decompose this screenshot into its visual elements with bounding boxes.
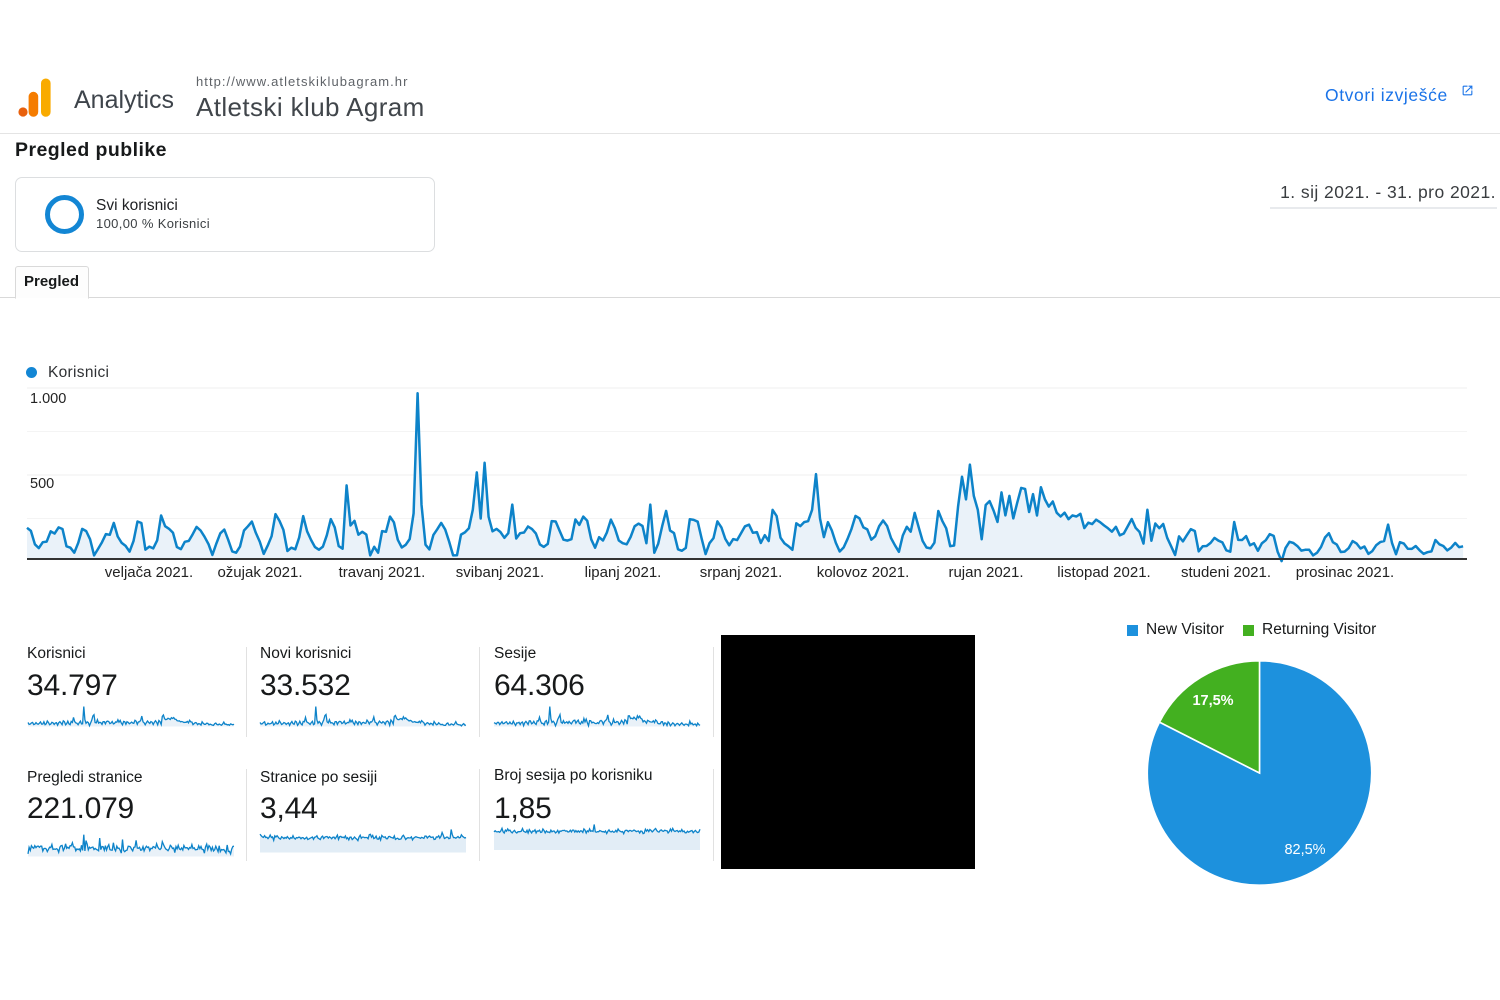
svg-text:17,5%: 17,5% xyxy=(1192,693,1233,709)
svg-text:82,5%: 82,5% xyxy=(1284,842,1325,858)
